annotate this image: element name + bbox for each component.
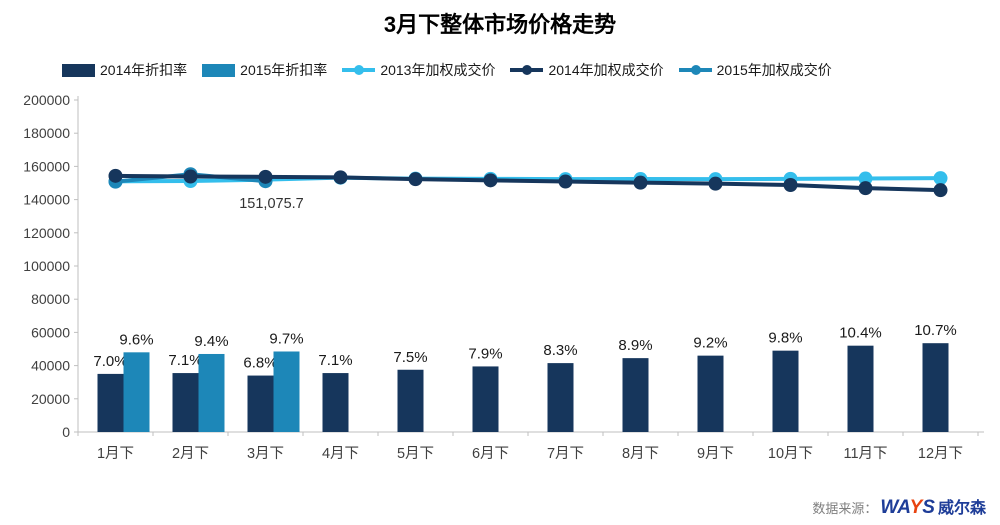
x-category-label: 8月下 (622, 446, 659, 462)
marker-2014年加权成交价 (258, 169, 273, 184)
bar-2014年折扣率 (97, 373, 124, 432)
source-label: 数据来源： (812, 501, 878, 516)
bar-2015年折扣率 (123, 352, 150, 432)
legend-item-label: 2014年加权成交价 (548, 62, 664, 78)
legend-marker-icon (690, 65, 701, 75)
marker-2013年加权成交价 (933, 171, 948, 186)
x-category-label: 4月下 (322, 446, 359, 462)
bar-label: 9.4% (194, 333, 228, 350)
legend-item: 2015年加权成交价 (678, 60, 832, 80)
y-tick-label: 160000 (23, 158, 70, 174)
bar-2015年折扣率 (198, 353, 225, 432)
marker-2014年加权成交价 (783, 177, 798, 192)
x-category-label: 1月下 (97, 446, 134, 462)
marker-2014年加权成交价 (558, 174, 573, 189)
x-category-label: 11月下 (843, 446, 887, 462)
bar-label: 8.3% (543, 342, 577, 359)
x-category-label: 12月下 (918, 446, 963, 462)
legend-item-label: 2013年加权成交价 (380, 62, 496, 78)
bar-2014年折扣率 (697, 355, 724, 432)
bar-label: 9.2% (693, 335, 727, 352)
y-tick-label: 120000 (23, 225, 70, 241)
bar-label: 7.1% (168, 352, 202, 369)
ways-logo: WAYS (880, 498, 935, 517)
source-company: 威尔森 (937, 500, 986, 517)
legend: 2014年折扣率 2015年折扣率 2013年加权成交价 2014年加权成交价 2015… (62, 60, 832, 80)
logo-wa: WA (880, 497, 910, 518)
legend-item-label: 2014年折扣率 (100, 62, 188, 78)
bar-label: 7.5% (393, 349, 427, 366)
bar-label: 7.9% (468, 345, 502, 362)
marker-2014年加权成交价 (108, 168, 123, 183)
legend-item: 2015年折扣率 (202, 60, 327, 80)
y-tick-label: 0 (62, 424, 70, 440)
bar-2014年折扣率 (547, 363, 574, 432)
data-label-annotation: 151,075.7 (239, 196, 304, 212)
legend-item: 2014年加权成交价 (510, 60, 664, 80)
bar-2015年折扣率 (273, 351, 300, 432)
y-tick-label: 60000 (31, 324, 70, 340)
bar-label: 10.7% (914, 322, 957, 339)
legend-item-label: 2015年加权成交价 (716, 62, 832, 78)
line-2014年加权成交价 (115, 173, 941, 193)
y-tick-label: 100000 (23, 258, 70, 274)
x-category-label: 3月下 (247, 446, 284, 462)
marker-2014年加权成交价 (408, 172, 423, 187)
bar-label: 9.7% (269, 330, 303, 347)
marker-2014年加权成交价 (483, 173, 498, 188)
y-tick-label: 180000 (23, 125, 70, 141)
bar-label: 9.8% (768, 330, 802, 347)
bar-label: 9.6% (119, 331, 153, 348)
marker-2014年加权成交价 (183, 169, 198, 184)
x-category-label: 2月下 (172, 446, 209, 462)
logo-s: S (922, 497, 935, 518)
bar-label: 10.4% (839, 325, 882, 342)
bar-label: 8.9% (618, 337, 652, 354)
legend-item: 2013年加权成交价 (342, 60, 495, 80)
legend-marker-icon (354, 65, 365, 75)
x-category-label: 5月下 (397, 446, 434, 462)
legend-item-label: 2015年折扣率 (240, 62, 328, 78)
bar-2014年折扣率 (397, 369, 424, 432)
y-tick-label: 20000 (31, 391, 70, 407)
bar-label: 7.1% (318, 352, 352, 369)
legend-marker-icon (522, 65, 533, 75)
bar-2014年折扣率 (622, 358, 649, 432)
marker-2014年加权成交价 (708, 176, 723, 191)
bar-2014年折扣率 (472, 366, 499, 432)
legend-swatch-line (510, 64, 544, 77)
legend-item: 2014年折扣率 (62, 60, 187, 80)
source-line: 数据来源： WAYS 威尔森 (812, 494, 986, 518)
x-category-label: 6月下 (472, 446, 509, 462)
legend-swatch-line (678, 64, 712, 77)
marker-2014年加权成交价 (858, 181, 873, 196)
bar-label: 6.8% (243, 355, 277, 372)
marker-2013年加权成交价 (858, 171, 873, 186)
bar-label: 7.0% (93, 353, 127, 370)
y-tick-label: 40000 (31, 358, 70, 374)
chart-title: 3月下整体市场价格走势 (383, 12, 617, 37)
bar-2014年折扣率 (172, 373, 199, 432)
y-tick-label: 80000 (31, 291, 70, 307)
marker-2014年加权成交价 (633, 175, 648, 190)
x-category-label: 9月下 (697, 446, 734, 462)
y-tick-label: 140000 (23, 192, 70, 208)
logo-y: Y (909, 497, 923, 518)
legend-swatch-bar (202, 63, 236, 77)
legend-swatch-bar (62, 63, 95, 77)
legend-swatch-line (342, 64, 376, 77)
x-category-label: 10月下 (768, 446, 813, 462)
bar-2014年折扣率 (322, 373, 349, 432)
marker-2014年加权成交价 (933, 183, 948, 198)
bar-2014年折扣率 (847, 345, 874, 432)
y-tick-label: 200000 (23, 92, 70, 108)
bar-2014年折扣率 (772, 350, 799, 432)
marker-2014年加权成交价 (333, 170, 348, 185)
x-category-label: 7月下 (547, 446, 584, 462)
bar-2014年折扣率 (922, 343, 949, 432)
bar-2014年折扣率 (247, 375, 274, 432)
